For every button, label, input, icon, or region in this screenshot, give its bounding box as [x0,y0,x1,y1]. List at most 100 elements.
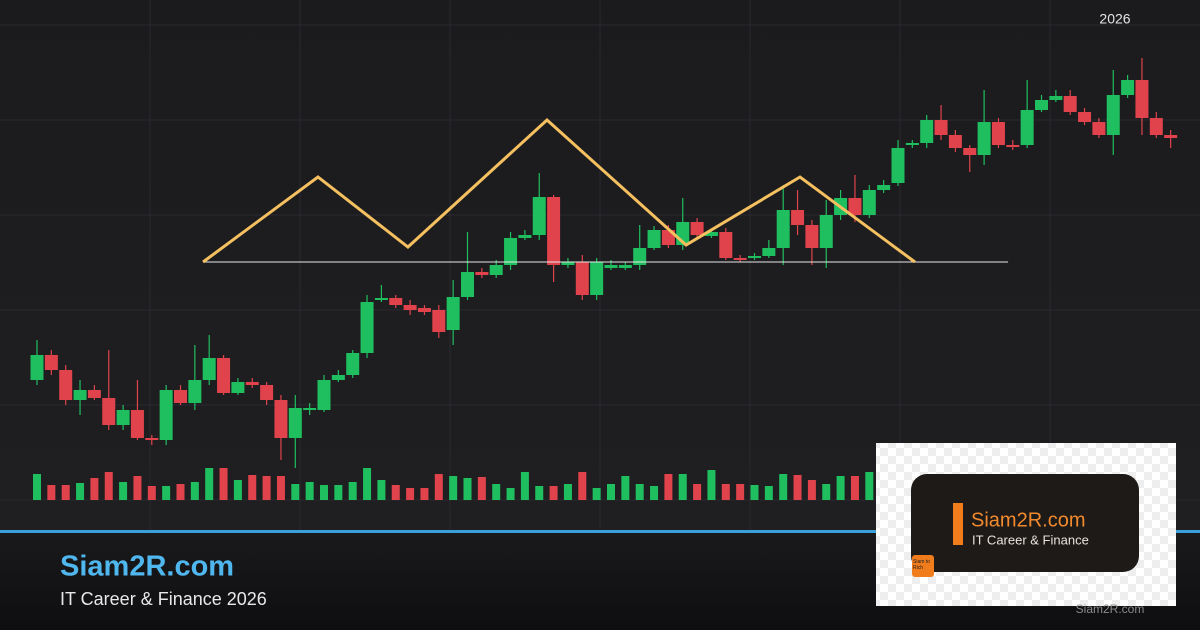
volume-bar [205,468,214,500]
candle-body [260,385,274,400]
card-site: Siam2R.com [971,509,1085,531]
candle-body [159,390,173,440]
candle-body [417,308,431,312]
candle-body [776,210,790,248]
candle-body [346,353,360,375]
logo-card: Siam2R.com IT Career & Finance Siam to R… [876,443,1176,606]
volume-bar [147,486,156,500]
candle-body [145,438,159,440]
candle-body [934,120,948,135]
volume-bar [248,475,257,500]
volume-bar [449,476,458,500]
candle-body [1063,96,1077,112]
volume-bar [233,480,242,500]
candle-body [905,143,919,145]
volume-bar [320,485,328,500]
volume-bar [750,485,759,500]
volume-bar [764,486,773,500]
candle-body [891,148,905,183]
candle-body [59,370,73,400]
volume-bar [678,474,687,500]
volume-bar [721,484,730,500]
candle-body [489,265,503,275]
candle-body [102,398,116,425]
icon [912,555,934,577]
candle-body [633,248,647,265]
candle-body [331,375,345,380]
candle-body [202,358,216,380]
volume-bar [47,485,56,500]
candle-body [317,380,331,410]
candle-body [1035,100,1048,110]
volume-bar [162,486,171,500]
candle-body [389,298,403,305]
volume-bar [291,484,300,500]
candle-body [1006,145,1020,147]
volume-bar [707,470,716,500]
volume-bar [176,484,185,500]
candle-body [446,297,460,330]
candle-body [245,382,259,385]
candle-body [432,310,446,332]
candle-body [547,197,561,265]
candle-body [704,232,718,236]
year-label: 2026 [1099,11,1130,27]
volume-bar [836,476,845,500]
volume-bar [463,478,472,500]
candle-body [73,390,87,400]
volume-bar [578,472,587,500]
icon-label-box: Siam to Rich [913,559,930,571]
volume-bar [262,476,271,500]
candle-body [819,215,833,248]
volume-bar [520,472,529,500]
candle-body [848,198,862,215]
candle-body [877,185,891,190]
volume-bar [607,484,615,500]
volume-bar [736,484,745,500]
candle-body [690,222,704,235]
candle-body [403,305,417,310]
candle-body [1164,135,1178,138]
volume-bar [434,474,443,500]
volume-bar [219,468,228,500]
site-name: Siam2R.com [60,551,234,583]
volume-bar [363,468,372,500]
volume-bar [693,484,702,500]
candle-body [116,410,130,425]
candle-body [30,355,44,380]
candle-body [604,265,618,268]
candle-body [948,135,962,148]
volume-bar [33,474,41,500]
candle-body [762,248,776,256]
volume-bar [621,476,630,500]
candle-body [475,272,489,275]
candle-body [374,298,388,300]
volume-bar [549,486,558,500]
volume-bar [348,482,357,500]
candle-body [977,122,991,155]
head-and-shoulders [202,117,916,264]
candle-body [920,120,934,143]
candle-body [130,410,144,438]
candle-body [733,258,747,260]
volume-bar [276,476,285,500]
candle-body [360,302,374,353]
volume-bar [850,476,859,500]
candle-body [805,225,819,248]
candle-body [719,232,733,258]
volume-bar [76,483,85,500]
volume-bar [104,472,113,500]
footer-site: Siam2R.com [1076,602,1145,616]
volume-bar [779,474,788,500]
candle-body [647,230,661,248]
candle-body [288,408,302,438]
volume-bar [492,484,501,500]
volume-bar [190,482,199,500]
candle-body [862,190,876,215]
volume-bar [506,488,515,500]
icon-label: Siam to Rich [913,559,930,571]
candle-body [504,238,518,265]
volume-bar [635,484,644,500]
volume-bar [61,485,70,500]
